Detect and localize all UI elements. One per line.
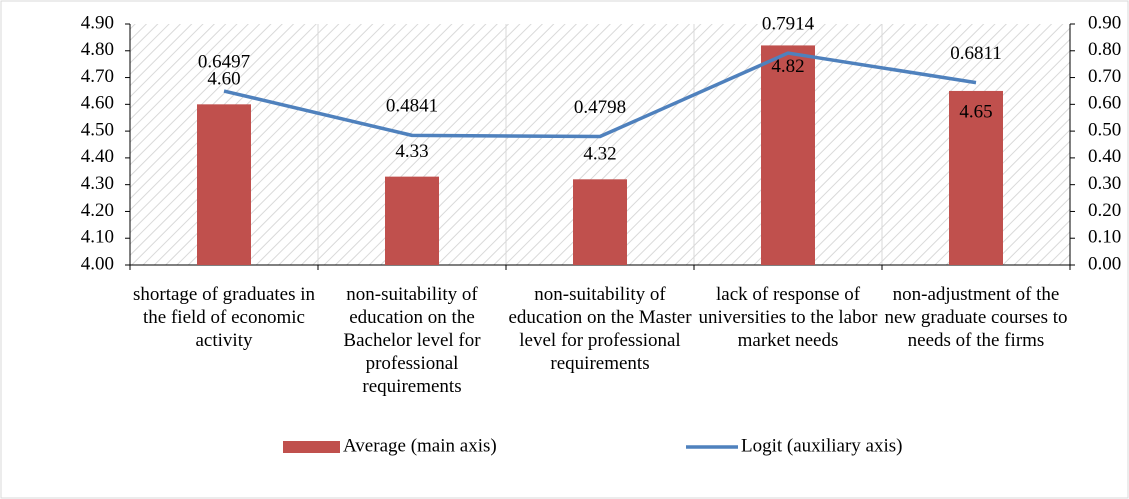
y2-tick-label: 0.00: [1088, 253, 1121, 274]
bar: [385, 176, 439, 265]
line-value-label: 0.6811: [950, 43, 1002, 64]
y-tick-label: 4.20: [81, 200, 114, 221]
line: [223, 51, 977, 139]
y-tick-label: 4.70: [81, 66, 114, 87]
line-value-label: 0.6497: [198, 51, 250, 72]
y-tick-label: 4.10: [81, 227, 114, 248]
y-tick-label: 4.90: [81, 12, 114, 33]
y2-tick-label: 0.40: [1088, 146, 1121, 167]
x-tick-label: non-suitability of education on the Maste…: [508, 284, 692, 374]
y2-tick-label: 0.60: [1088, 93, 1121, 114]
x-tick-label: non-suitability of education on the Bachel…: [343, 284, 481, 397]
legend-swatch: [283, 441, 340, 453]
y2-tick-label: 0.50: [1088, 119, 1121, 140]
bar-value-label: 4.32: [583, 144, 616, 165]
bar: [197, 104, 251, 265]
y2-tick-label: 0.80: [1088, 39, 1121, 60]
y-tick-label: 4.30: [81, 173, 114, 194]
bar: [949, 90, 1003, 265]
y-tick-label: 4.40: [81, 146, 114, 167]
y2-tick-label: 0.10: [1088, 227, 1121, 248]
bar-value-label: 4.82: [771, 56, 804, 77]
line-value-label: 0.4798: [574, 97, 626, 118]
y2-tick-label: 0.30: [1088, 173, 1121, 194]
x-tick-label: lack of response of universities to the l…: [699, 284, 879, 351]
line-value-label: 0.7914: [762, 13, 815, 34]
bar-value-label: 4.33: [395, 141, 428, 162]
legend-label: Logit (auxiliary axis): [741, 435, 902, 456]
y2-tick-label: 0.20: [1088, 200, 1121, 221]
bar-value-label: 4.60: [207, 69, 240, 90]
y2-tick-label: 0.90: [1088, 12, 1121, 33]
bar: [573, 179, 627, 265]
y2-tick-label: 0.70: [1088, 66, 1121, 87]
bar: [761, 45, 815, 265]
y-tick-label: 4.60: [81, 93, 114, 114]
x-tick-label: shortage of graduates in the field of eco…: [133, 284, 316, 351]
line-value-label: 0.4841: [386, 96, 438, 117]
y-tick-label: 4.50: [81, 119, 114, 140]
y-tick-label: 4.00: [81, 253, 114, 274]
y-tick-label: 4.80: [81, 39, 114, 60]
legend-label: Average (main axis): [343, 435, 497, 456]
x-tick-label: non-adjustment of the new graduate course…: [884, 284, 1067, 351]
bar-value-label: 4.65: [959, 101, 992, 122]
